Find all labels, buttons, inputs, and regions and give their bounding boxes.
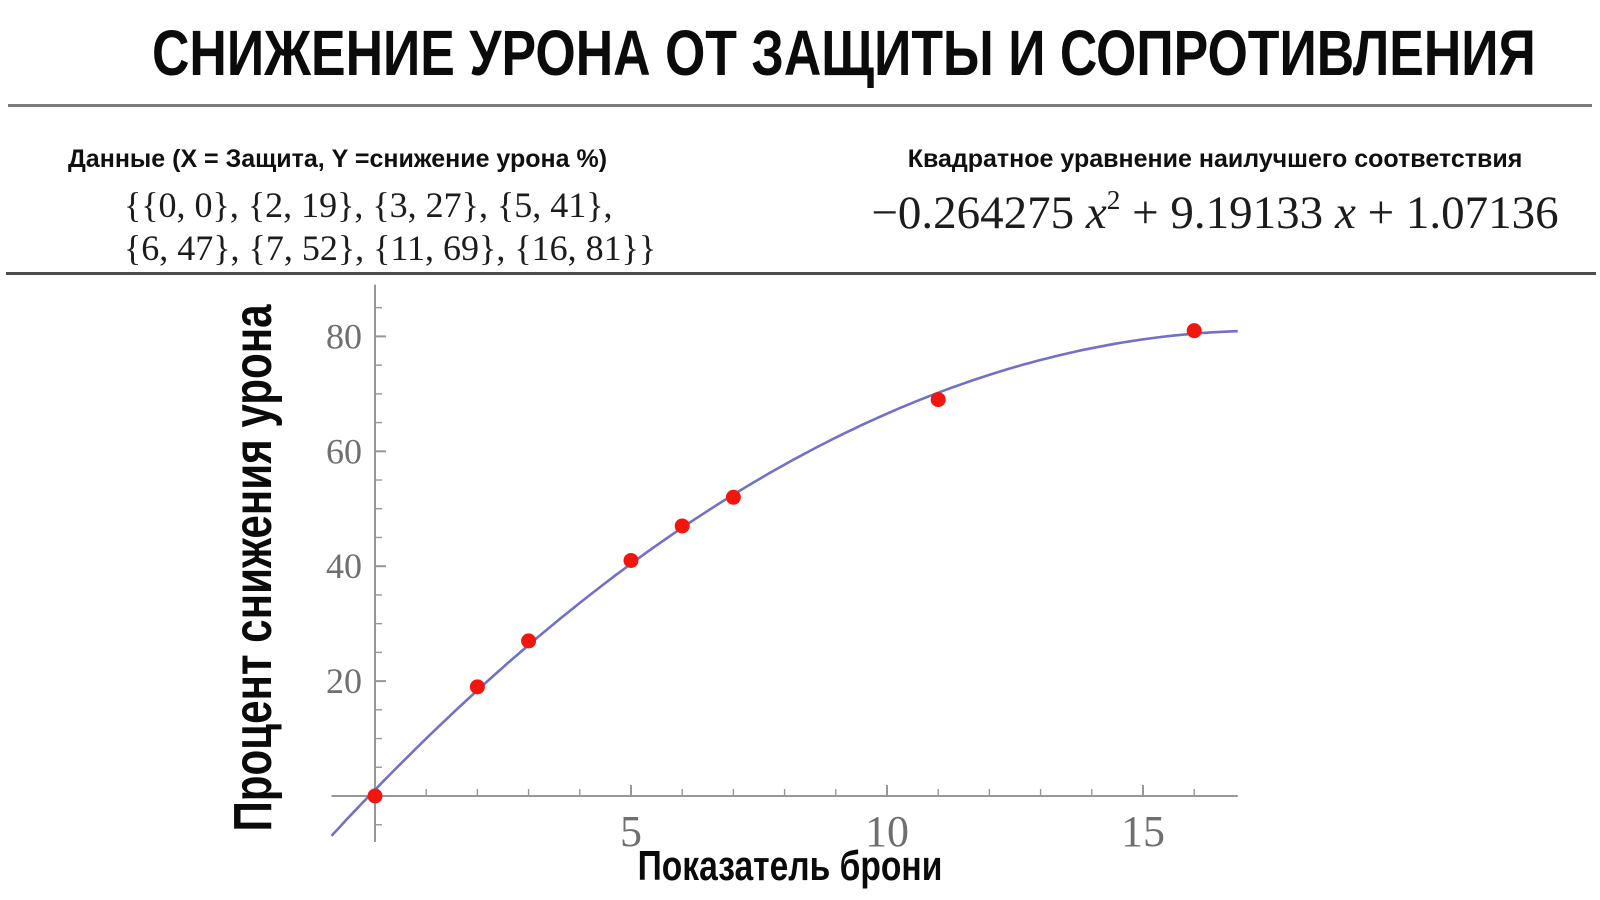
equation-a-term: −0.264275 <box>871 187 1086 239</box>
data-panel-header: Данные (X = Защита, Y =снижение урона %) <box>68 145 608 173</box>
scatter-plot: 5 10 15 20 40 60 80 <box>326 284 1238 856</box>
equation-panel: Квадратное уравнение наилучшего соответс… <box>830 144 1600 240</box>
data-point <box>725 489 741 505</box>
y-tick-label: 60 <box>326 431 362 471</box>
chart-region: Процент снижения урона 5 10 15 20 40 60 80 Пок… <box>0 272 1600 900</box>
top-divider <box>8 104 1592 107</box>
fit-curve <box>330 329 1238 837</box>
y-tick-label: 80 <box>326 316 362 356</box>
data-point <box>623 552 639 568</box>
y-tick-label: 40 <box>326 546 362 586</box>
equation-c-term: + 1.07136 <box>1355 187 1559 239</box>
x-axis-label: Показатель брони <box>637 842 943 889</box>
data-point <box>1186 323 1202 339</box>
equation-exponent: 2 <box>1106 184 1121 215</box>
data-panel: Данные (X = Защита, Y =снижение урона %)… <box>68 144 708 270</box>
data-point <box>930 392 946 408</box>
fit-equation: −0.264275 x2 + 9.19133 x + 1.07136 <box>830 186 1600 240</box>
data-point <box>367 788 383 804</box>
data-point <box>469 679 485 695</box>
data-point <box>521 633 537 649</box>
x-tick-label: 15 <box>1121 807 1165 856</box>
equation-x-var-1: x <box>1085 187 1107 239</box>
data-point <box>674 518 690 534</box>
equation-x-var-2: x <box>1334 187 1356 239</box>
equation-panel-header: Квадратное уравнение наилучшего соответс… <box>907 145 1523 173</box>
equation-b-term: + 9.19133 <box>1120 187 1335 239</box>
data-values-line-1: {{0, 0}, {2, 19}, {3, 27}, {5, 41}, <box>124 185 613 225</box>
middle-divider <box>6 272 1596 275</box>
x-tick-label: 10 <box>865 807 909 856</box>
x-tick-label: 5 <box>620 807 642 856</box>
y-tick-label: 20 <box>326 661 362 701</box>
data-values-line-2: {6, 47}, {7, 52}, {11, 69}, {16, 81}} <box>124 228 657 268</box>
page-title: СНИЖЕНИЕ УРОНА ОТ ЗАЩИТЫ И СОПРОТИВЛЕНИЯ <box>152 17 1536 89</box>
